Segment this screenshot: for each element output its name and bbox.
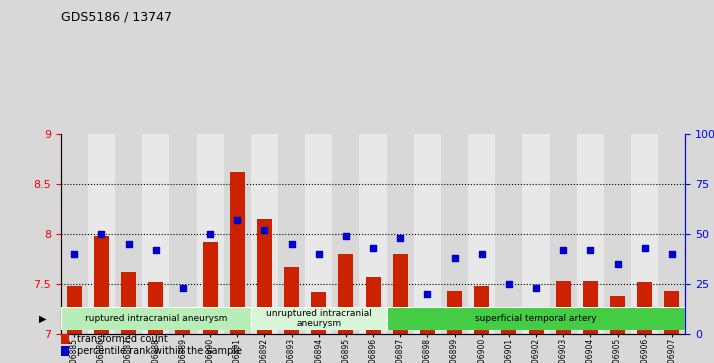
- Bar: [528, 312, 543, 334]
- Point: [367, 245, 378, 251]
- Bar: [393, 254, 408, 334]
- Point: [313, 251, 324, 257]
- Bar: [658, 134, 685, 334]
- Point: [422, 291, 433, 297]
- Point: [585, 247, 596, 253]
- Bar: [359, 134, 387, 334]
- Point: [96, 231, 107, 237]
- Bar: [387, 307, 685, 330]
- Bar: [474, 286, 489, 334]
- Point: [612, 261, 623, 267]
- Bar: [604, 134, 631, 334]
- Point: [150, 247, 161, 253]
- Bar: [142, 134, 169, 334]
- Bar: [387, 134, 414, 334]
- Bar: [366, 277, 381, 334]
- Point: [639, 245, 650, 251]
- Bar: [61, 346, 69, 355]
- Text: ▶: ▶: [39, 314, 47, 323]
- Bar: [230, 172, 245, 334]
- Point: [177, 285, 188, 291]
- Bar: [523, 134, 550, 334]
- Point: [123, 241, 134, 247]
- Text: ruptured intracranial aneurysm: ruptured intracranial aneurysm: [84, 314, 227, 323]
- Bar: [311, 292, 326, 334]
- Point: [204, 231, 216, 237]
- Bar: [223, 134, 251, 334]
- Bar: [665, 291, 679, 334]
- Bar: [496, 134, 523, 334]
- Point: [503, 281, 515, 287]
- Point: [666, 251, 678, 257]
- Bar: [631, 134, 658, 334]
- Point: [476, 251, 488, 257]
- Bar: [338, 254, 353, 334]
- Bar: [441, 134, 468, 334]
- Bar: [555, 281, 570, 334]
- Bar: [332, 134, 359, 334]
- Bar: [61, 334, 69, 343]
- Bar: [257, 219, 272, 334]
- Bar: [169, 134, 196, 334]
- Point: [558, 247, 569, 253]
- Text: GDS5186 / 13747: GDS5186 / 13747: [61, 11, 171, 24]
- Bar: [149, 282, 164, 334]
- Bar: [501, 311, 516, 334]
- Text: transformed count: transformed count: [77, 334, 168, 344]
- Bar: [637, 282, 652, 334]
- Bar: [278, 134, 305, 334]
- Point: [449, 255, 461, 261]
- Point: [231, 217, 243, 223]
- Bar: [196, 134, 223, 334]
- Bar: [420, 321, 435, 334]
- Bar: [115, 134, 142, 334]
- Bar: [67, 286, 81, 334]
- Point: [531, 285, 542, 291]
- Bar: [468, 134, 496, 334]
- Bar: [176, 317, 191, 334]
- Bar: [305, 134, 332, 334]
- Point: [395, 235, 406, 241]
- Text: superficial temporal artery: superficial temporal artery: [476, 314, 597, 323]
- Point: [258, 227, 270, 233]
- Bar: [121, 272, 136, 334]
- Bar: [610, 296, 625, 334]
- Bar: [447, 291, 462, 334]
- Point: [340, 233, 351, 239]
- Bar: [251, 134, 278, 334]
- Bar: [88, 134, 115, 334]
- Bar: [583, 281, 598, 334]
- Bar: [414, 134, 441, 334]
- Bar: [61, 307, 251, 330]
- Point: [286, 241, 297, 247]
- Bar: [94, 236, 109, 334]
- Bar: [284, 267, 299, 334]
- Bar: [550, 134, 577, 334]
- Point: [69, 251, 80, 257]
- Bar: [61, 134, 88, 334]
- Bar: [577, 134, 604, 334]
- Bar: [251, 307, 387, 330]
- Bar: [203, 242, 218, 334]
- Text: percentile rank within the sample: percentile rank within the sample: [77, 346, 242, 356]
- Text: unruptured intracranial
aneurysm: unruptured intracranial aneurysm: [266, 309, 372, 328]
